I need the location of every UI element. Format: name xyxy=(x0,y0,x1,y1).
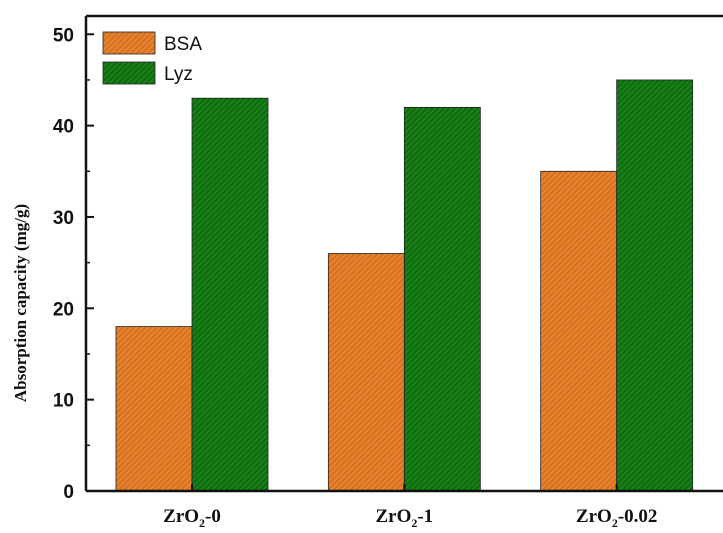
y-tick-label: 50 xyxy=(53,25,74,46)
bar-bsa-2 xyxy=(327,253,405,492)
x-tick-label: ZrO2-0.02 xyxy=(576,506,657,530)
bar-bsa-3 xyxy=(540,170,618,492)
y-tick-label: 30 xyxy=(53,208,74,229)
legend-label-lyz: Lyz xyxy=(164,64,193,85)
bar-lyz-1 xyxy=(191,97,269,492)
y-tick-label: 0 xyxy=(63,482,74,503)
legend-label-bsa: BSA xyxy=(164,34,202,55)
y-tick-label: 10 xyxy=(53,391,74,412)
bar-bsa-1 xyxy=(115,326,193,492)
y-axis-label: Absorption capacity (mg/g) xyxy=(11,204,30,402)
y-tick-label: 40 xyxy=(53,117,74,138)
x-tick-label: ZrO2-1 xyxy=(375,506,433,530)
legend-swatch-lyz xyxy=(102,61,156,85)
legend-swatch-bsa xyxy=(102,31,156,55)
legend: BSA Lyz xyxy=(102,31,202,85)
bars-layer xyxy=(115,79,694,492)
axes-layer: 0 10 20 30 40 50 ZrO2-0 ZrO2-1 ZrO2-0.02 xyxy=(53,14,723,530)
bar-lyz-3 xyxy=(616,79,694,492)
x-tick-label: ZrO2-0 xyxy=(163,506,221,530)
bar-lyz-2 xyxy=(403,106,481,492)
y-tick-label: 20 xyxy=(53,299,74,320)
